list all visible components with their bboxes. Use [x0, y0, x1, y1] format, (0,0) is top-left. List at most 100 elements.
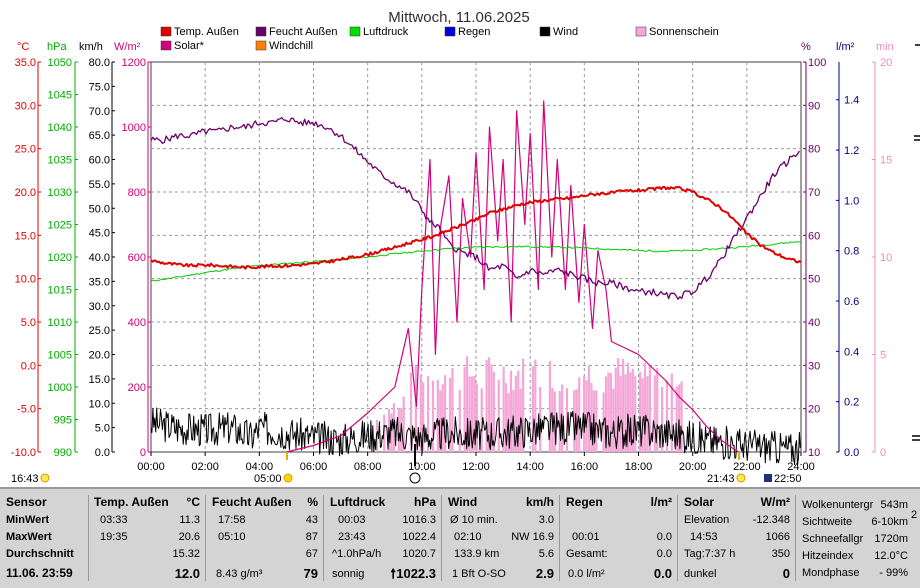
extra-value-moonphase: - 99% [879, 567, 908, 579]
separator [323, 495, 324, 581]
row-label-max: MaxWert [6, 531, 52, 543]
sunshine-bar [531, 366, 534, 452]
statistics-panel: Sensor MinWert MaxWert Durchschnitt 11.0… [0, 487, 920, 588]
humidity-header: Feucht Außen [212, 495, 292, 509]
extra-column: Wolkenuntergr 543m Sichtweite 6-10km Sch… [802, 495, 908, 583]
sunshine-bar [444, 375, 447, 452]
x-tick-label: 00:00 [137, 461, 165, 473]
humidity-current: 79 [303, 566, 318, 581]
sunshine-bar [468, 376, 471, 452]
min-axis-tick-label: 20 [880, 57, 892, 69]
sunshine-bar [639, 371, 642, 452]
sunshine-bar [465, 356, 469, 452]
time-markers: 16:43 05:00 21:43 22:50 [11, 444, 802, 485]
separator [88, 495, 89, 581]
legend-label: Solar* [174, 40, 205, 52]
temp-min-time: 03:33 [100, 514, 128, 526]
sensor-column: Sensor MinWert MaxWert Durchschnitt 11.0… [6, 495, 86, 583]
hum-axis-tick-label: 40 [808, 317, 820, 329]
temp-axis-tick-label: 20.0 [15, 187, 36, 199]
sunshine-bar [431, 380, 435, 452]
temp-min: 11.3 [179, 514, 200, 526]
wind-axis-tick-label: 70.0 [89, 106, 110, 118]
sunshine-bar [492, 371, 495, 452]
sunshine-bar [665, 381, 669, 452]
legend-label: Sonnenschein [649, 26, 719, 38]
wind-axis-tick-label: 80.0 [89, 57, 110, 69]
hpa-axis-tick-label: 990 [54, 447, 72, 459]
sunshine-bar [448, 377, 452, 452]
wind-axis-tick-label: 30.0 [89, 301, 110, 313]
sunshine-bar [675, 386, 678, 452]
wind-header: Wind [448, 495, 478, 509]
hum-axis-tick-label: 80 [808, 144, 820, 156]
temp-unit: °C [186, 495, 200, 509]
sunshine-bar [573, 390, 576, 452]
wind-axis-tick-label: 5.0 [95, 423, 110, 435]
sunshine-bar [470, 376, 474, 452]
temp-axis-tick-label: 15.0 [15, 230, 36, 242]
solar-unit: W/m² [760, 495, 790, 509]
series-line-solar [286, 100, 740, 453]
solar-axis-tick-label: 1000 [122, 122, 146, 134]
wind-axis-tick-label: 60.0 [89, 155, 110, 167]
legend-label: Wind [553, 26, 578, 38]
rain-axis-tick-label: 1.4 [844, 95, 859, 107]
temp-axis-tick-label: -10.0 [11, 447, 36, 459]
hpa-axis-tick-label: 1005 [48, 350, 72, 362]
pressure-min-time: 00:03 [338, 514, 366, 526]
rain-rate: 0.0 l/m² [568, 568, 605, 580]
solar-day-value: 350 [771, 548, 790, 560]
x-tick-label: 16:00 [571, 461, 599, 473]
sunshine-bar [480, 388, 483, 452]
rain-axis-tick-label: 0.6 [844, 296, 859, 308]
x-tick-label: 04:00 [246, 461, 274, 473]
right-edge-marks [912, 44, 920, 441]
extra-label-visibility: Sichtweite [802, 516, 853, 528]
humidity-unit: % [307, 495, 318, 509]
sunshine-bar [678, 384, 681, 452]
wind-axis-tick-label: 20.0 [89, 350, 110, 362]
marker-label: 05:00 [254, 473, 282, 485]
wind-axis-tick-label: 40.0 [89, 252, 110, 264]
wind-axis-tick-label: 50.0 [89, 203, 110, 215]
hpa-axis-tick-label: 1000 [48, 382, 72, 394]
x-tick-label: 14:00 [516, 461, 544, 473]
rain-total-label: Gesamt: [566, 548, 608, 560]
legend-swatch [539, 26, 551, 37]
series-line-humidity [150, 116, 800, 300]
temp-max: 20.6 [178, 531, 200, 543]
sunshine-bar [626, 362, 630, 452]
sunshine-bar [609, 372, 612, 452]
rain-axis-tick-label: 1.2 [844, 145, 859, 157]
temp-max-time: 19:35 [100, 531, 128, 543]
hpa-axis-tick-label: 1035 [48, 155, 72, 167]
sunshine-bar [585, 380, 588, 452]
wind-run: 133.9 km [454, 548, 500, 560]
sunshine-bar [439, 390, 442, 452]
sunshine-bar [575, 389, 578, 452]
sunshine-bar [463, 366, 466, 452]
legend-swatch [255, 26, 267, 37]
hum-axis-tick-label: 20 [808, 404, 820, 416]
marker-label: 21:43 [707, 473, 735, 485]
marker-label: 22:50 [774, 473, 802, 485]
x-tick-label: 12:00 [462, 461, 490, 473]
sunshine-bar [648, 365, 651, 452]
separator [205, 495, 206, 581]
sunshine-bar [621, 358, 625, 452]
solar-max-time: 14:53 [690, 531, 718, 543]
legend-label: Luftdruck [363, 26, 409, 38]
sunshine-bar [619, 375, 622, 452]
sunshine-bar [504, 383, 508, 452]
extra-value-visibility: 6-10km [871, 516, 908, 528]
solar-current: 0 [782, 566, 790, 581]
sunshine-bar [643, 362, 647, 452]
rain-axis-tick-label: 0.8 [844, 246, 859, 258]
legend-swatch [160, 26, 172, 37]
hum-axis-tick-label: 100 [808, 57, 826, 69]
extra-value-heatindex: 12.0°C [874, 550, 908, 562]
sunshine-bar [612, 388, 615, 452]
weather-chart: Mittwoch, 11.06.2025 Temp. Außen Feucht A… [11, 9, 920, 485]
sunshine-bar [653, 375, 656, 452]
